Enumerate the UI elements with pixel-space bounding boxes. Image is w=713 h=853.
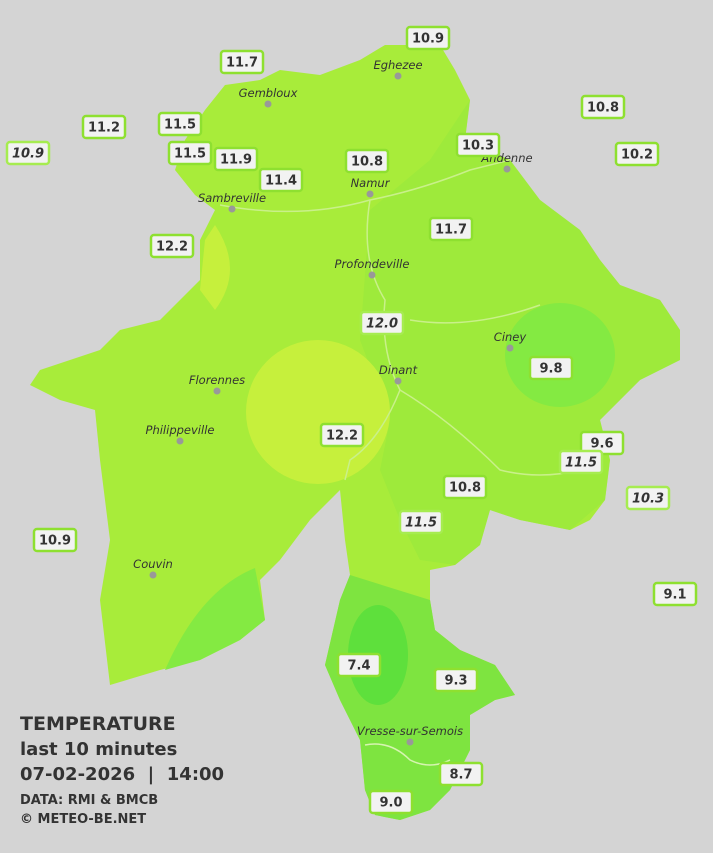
station-value: 9.3 [444,674,467,689]
zone-warm-west [200,225,230,310]
station-value: 10.2 [621,148,653,163]
station-value: 10.8 [587,101,619,116]
station-value: 11.5 [174,147,206,162]
station-box [405,25,451,51]
station-value: 9.8 [539,362,562,377]
town-dot [176,437,184,445]
legend-subtitle: last 10 minutes [20,739,177,760]
station-box [428,216,474,242]
river-meuse [219,159,511,481]
river-lesse [399,304,581,476]
town-dot [368,271,376,279]
town-label: Profondeville [335,257,410,271]
legend-datetime: 07-02-2026 | 14:00 [20,764,224,785]
station-value: 10.3 [462,139,494,154]
station-box [258,167,304,193]
station-box [359,310,405,336]
station-box [625,485,671,511]
station-value: 10.9 [412,32,444,47]
station-value: 12.0 [366,317,398,332]
station-box [149,233,195,259]
station-value: 11.5 [405,516,437,531]
station-box [438,761,484,787]
town-label: Sambreville [198,191,266,205]
station-value: 9.0 [379,796,402,811]
town-dot [506,344,514,352]
legend-credit: © METEO-BE.NET [20,812,146,827]
station-value: 11.4 [265,174,297,189]
station-box [81,114,127,140]
river-semois [364,743,451,766]
town-dot [149,571,157,579]
legend-source: DATA: RMI & BMCB [20,793,158,808]
town-label: Gembloux [239,86,298,100]
station-box [614,141,660,167]
station-box [580,94,626,120]
station-value: 10.8 [351,155,383,170]
station-value: 9.1 [663,588,686,603]
station-value: 9.6 [590,437,613,452]
station-value: 8.7 [449,768,472,783]
station-value: 10.9 [12,147,44,162]
station-value: 11.7 [435,223,467,238]
station-box [5,140,51,166]
town-label: Ciney [494,330,527,344]
zone-couvin [165,568,265,670]
station-box [558,449,604,475]
station-box [213,146,259,172]
town-dot [213,387,221,395]
town-dot [228,205,236,213]
town-dot [366,190,374,198]
station-box [528,355,574,381]
station-value: 10.8 [449,481,481,496]
station-value: 11.5 [565,456,597,471]
station-box [219,49,265,75]
town-label: Florennes [189,373,245,387]
legend-title: TEMPERATURE [20,713,176,735]
town-dot [394,72,402,80]
station-box [319,422,365,448]
town-label: Philippeville [146,423,215,437]
town-dot [394,377,402,385]
station-box [652,581,698,607]
town-label: Couvin [133,557,173,571]
station-box [433,667,479,693]
town-label: Vresse-sur-Semois [357,724,463,738]
station-box [398,509,444,535]
station-box [368,789,414,815]
station-value: 12.2 [156,240,188,255]
town-dot [503,165,511,173]
station-box [157,111,203,137]
town-dot [264,100,272,108]
station-value: 11.7 [226,56,258,71]
station-value: 10.3 [632,492,664,507]
town-label: Dinant [379,363,418,377]
station-box [32,527,78,553]
station-box [455,132,501,158]
station-box [442,474,488,500]
town-dot [406,738,414,746]
station-box [167,140,213,166]
station-value: 7.4 [347,659,370,674]
town-label: Eghezee [373,58,422,72]
town-label: Namur [351,176,391,190]
station-value: 12.2 [326,429,358,444]
zone-warm [246,340,390,484]
station-box [344,148,390,174]
station-value: 11.9 [220,153,252,168]
station-box [336,652,382,678]
zone-ciney [505,303,615,407]
station-value: 11.5 [164,118,196,133]
station-value: 11.2 [88,121,120,136]
station-value: 10.9 [39,534,71,549]
